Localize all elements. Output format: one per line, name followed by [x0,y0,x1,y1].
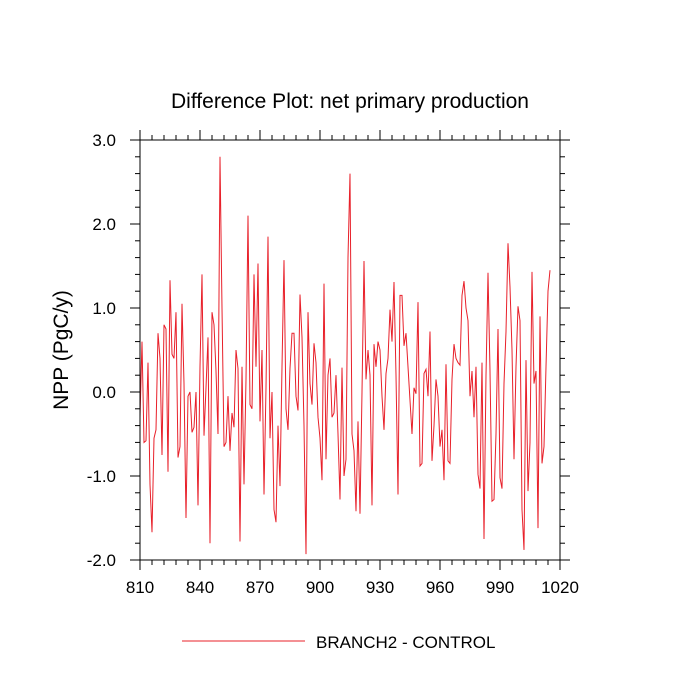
x-tick-label: 990 [486,578,514,597]
x-axis-tick-labels: 810 840 870 900 930 960 990 1020 [126,578,579,597]
x-tick-label: 930 [366,578,394,597]
y-tick-label: 0.0 [92,383,116,402]
plot-frame [139,139,561,561]
legend-label: BRANCH2 - CONTROL [316,633,495,652]
x-axis-minor-ticks [151,135,549,565]
series-line-branch2-control [140,156,551,555]
y-tick-label: 2.0 [92,215,116,234]
y-axis-major-ticks [130,139,570,561]
x-tick-label: 900 [306,578,334,597]
y-axis-label: NPP (PgC/y) [50,290,73,410]
x-tick-label: 870 [246,578,274,597]
chart-title: Difference Plot: net primary production [171,90,529,113]
y-tick-label: -2.0 [87,551,116,570]
x-tick-label: 960 [426,578,454,597]
y-tick-label: 3.0 [92,131,116,150]
x-tick-label: 810 [126,578,154,597]
x-axis-major-ticks [139,130,561,570]
y-tick-label: -1.0 [87,467,116,486]
y-tick-label: 1.0 [92,299,116,318]
x-tick-label: 840 [186,578,214,597]
x-tick-label: 1020 [541,578,579,597]
y-axis-tick-labels: -2.0 -1.0 0.0 1.0 2.0 3.0 [87,131,116,570]
y-axis-minor-ticks [135,156,565,544]
legend: BRANCH2 - CONTROL [182,633,495,652]
